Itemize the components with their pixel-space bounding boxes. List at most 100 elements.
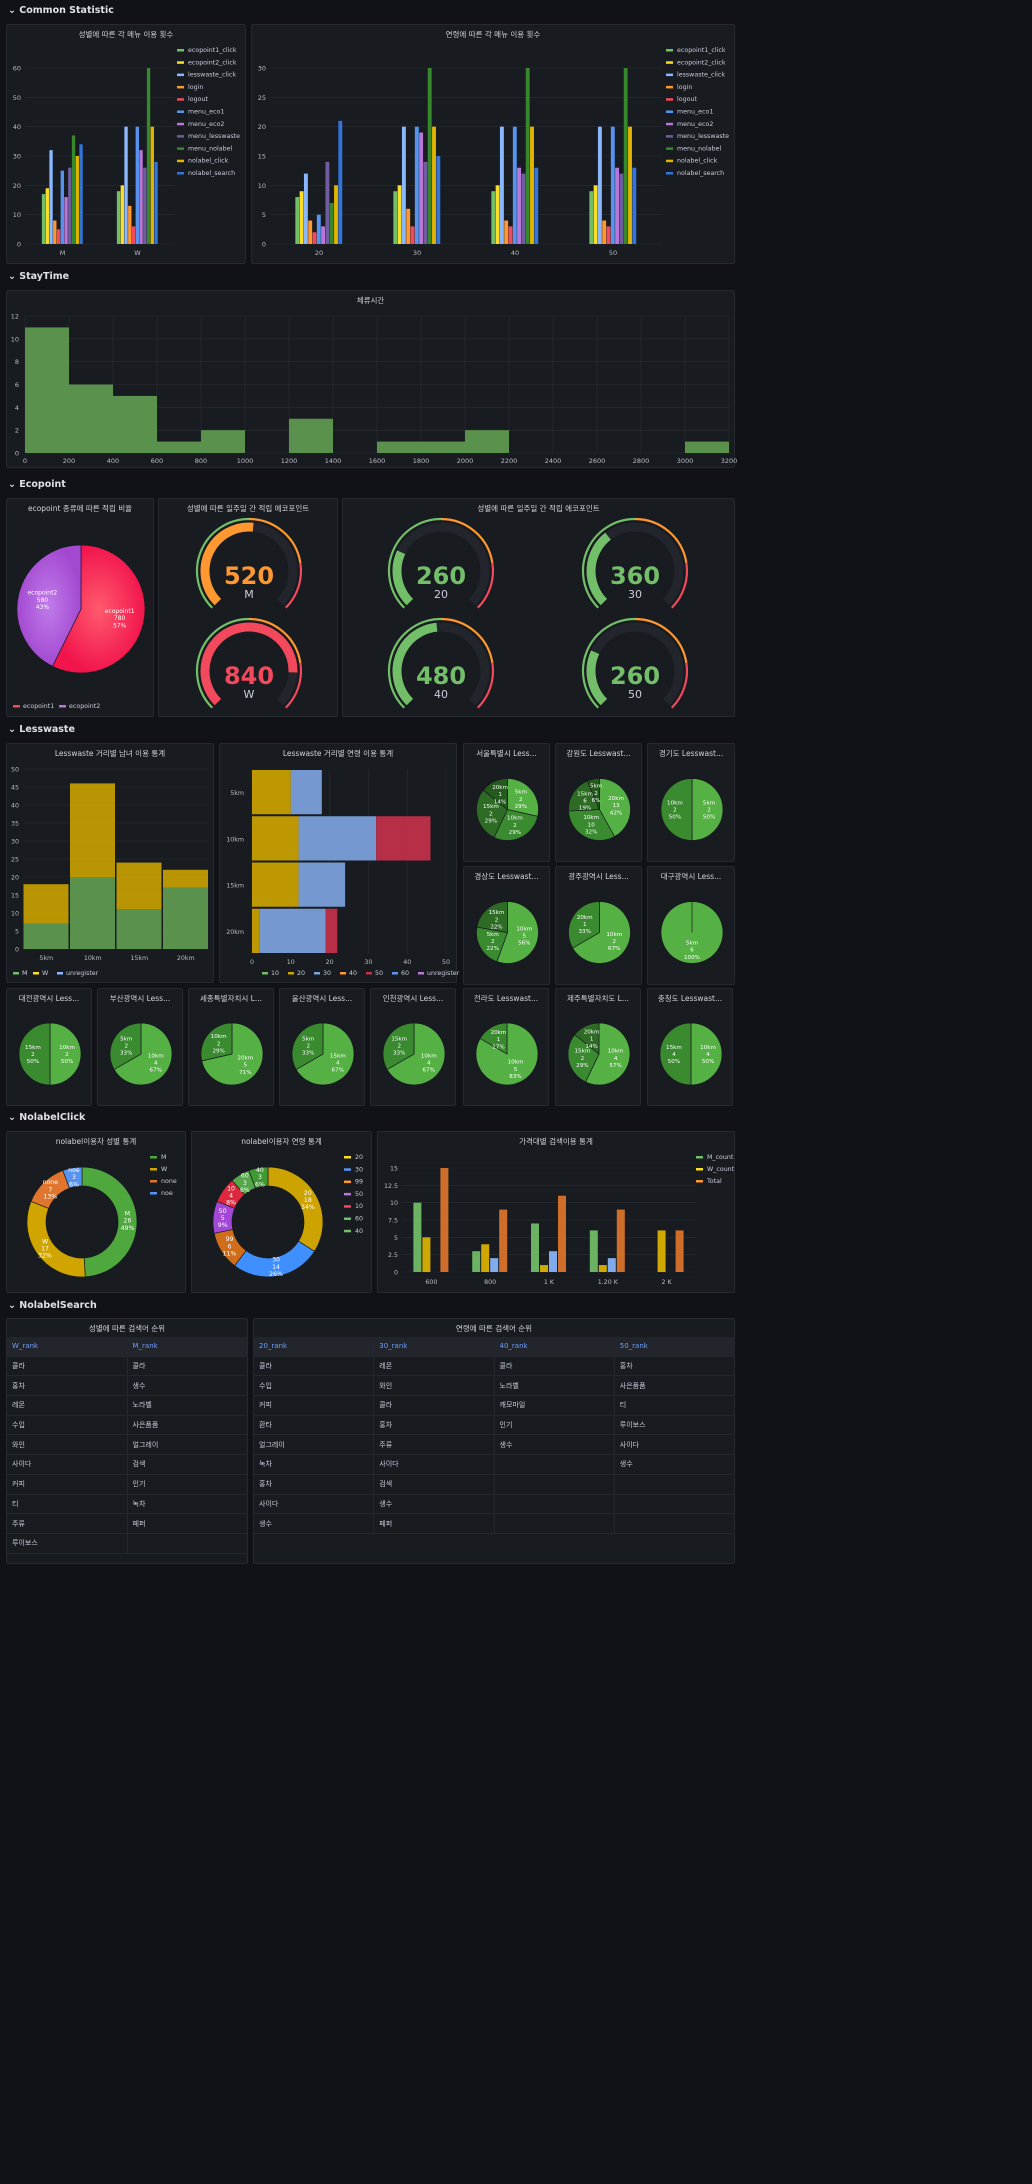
table-cell: 사은품품 [132,1421,159,1430]
row-less[interactable]: ⌄ Lesswaste [8,724,75,735]
pie-slice [49,1022,82,1086]
panel-nl-price: 가격대별 검색이용 통계 0 2.5 5 7.5 10 12.5 15 600 800 1 K 1.… [377,1131,735,1293]
x-tick-label: M [60,249,66,257]
y-tick-label: 2.5 [388,1252,398,1259]
panel-lw-region: 경기도 Lesswast... 5km 2 50% 10km 2 50% [647,743,735,862]
pie-slice [62,1166,83,1189]
pie-slice [568,901,600,949]
legend-label: Total [706,1178,722,1185]
table-cell [495,1474,615,1494]
pie-label: 580 [37,597,49,604]
y-tick-label: 10 [11,911,19,918]
legend-label: 10 [355,1203,363,1210]
legend-swatch [150,1168,157,1171]
row-search[interactable]: ⌄ NolabelSearch [8,1300,97,1311]
row-eco[interactable]: ⌄ Ecopoint [8,479,66,490]
legend-swatch [177,98,184,101]
legend-swatch [344,1192,351,1196]
column-header[interactable]: 30_rank [374,1337,495,1356]
pie-slice [659,1022,692,1086]
bar-ecopoint2_click [397,185,402,244]
pie-slice [382,1022,415,1070]
pie-label: 33% [393,1051,405,1057]
bar-login [602,220,607,244]
pie-slice [496,901,539,964]
x-tick-label: 50 [609,249,617,257]
y-tick-label: 15 [11,893,19,900]
legend-label: lesswaste_click [188,72,236,79]
pie-slice [26,1200,86,1278]
panel-lw-region: 세종특별자치시 L... 20km 5 71% 10km 2 29% [188,988,274,1106]
histogram-bar [201,430,245,453]
pie-label: 1 [590,1037,594,1043]
table-cell: 와인 [374,1376,495,1396]
bar-logout [56,229,61,244]
pie-label: 1 [583,922,587,928]
y-tick-label: 20 [258,123,266,131]
pie-label: 10km [507,816,523,822]
threshold-green [387,517,442,609]
pie-slice [476,789,508,838]
pie-label: 11% [223,1250,237,1257]
pie-label: 20km [584,1029,600,1035]
pie-label: 40 [256,1167,264,1174]
table-cell: 커피 [254,1396,375,1415]
pie-label: none [43,1179,59,1186]
column-header[interactable]: 40_rank [495,1337,615,1356]
row-nolabel[interactable]: ⌄ NolabelClick [8,1112,86,1123]
panel-search-gender: 성별에 따른 검색어 순위 W_rank M_rank 콜라 콜라 홍차 생수 레몬 노라벨 수… [6,1318,248,1564]
legend-swatch [666,85,673,89]
legend-swatch [392,972,398,975]
bar-login [53,220,57,244]
x-tick-label: 800 [484,1279,496,1286]
legend-swatch [344,1180,351,1184]
panel-lw-region: 충청도 Lesswast... 10km 4 50% 15km 4 50% [647,988,733,1106]
y-tick-label: 35 [11,821,19,828]
threshold-orange [440,617,494,664]
pie-label: 33% [579,929,591,935]
column-header[interactable]: W_rank [7,1337,128,1356]
pie-label: 50% [702,1059,714,1065]
table-cell: 검색 [374,1474,495,1494]
bar-menu_lesswaste [423,161,428,244]
row-stay[interactable]: ⌄ StayTime [8,271,70,282]
row-title: NolabelClick [19,1112,86,1123]
table-cell: 캐모마일 [495,1396,615,1415]
table-cell: 수입 [254,1376,375,1396]
threshold-red [476,562,495,609]
y-tick-label: 12 [11,313,19,321]
bar-menu_eco2 [64,197,68,244]
pie-label: 6% [592,798,601,804]
pie-label: 5km [703,800,715,806]
pie-label: 1 [498,792,502,798]
bar-menu_eco1 [135,126,139,244]
pie-slice [585,1022,631,1086]
pie-label: 15km [483,804,499,810]
chart-stay: 0 2 4 6 8 10 12 0 200 400 600 800 1000 1200 1400 1600 18… [11,313,738,466]
pie-label: 5km [487,932,499,938]
bar-W_count [422,1237,431,1272]
table-row: 사이다 검색 [7,1455,247,1475]
bar-W [70,783,115,877]
x-tick-label: 1800 [413,457,430,465]
table-row: 생수 페퍼 [254,1514,734,1534]
row-common[interactable]: ⌄ Common Statistic [8,5,114,16]
column-header[interactable]: 50_rank [619,1342,648,1351]
pie-label: 2 [612,939,616,945]
pie-label: 15km [25,1045,41,1051]
bar-menu_eco1 [512,126,517,244]
legend-swatch [344,1229,351,1233]
panel-eco-gender: 성별에 따른 일주일 간 적립 에코포인트 520 M 840 W [158,498,338,717]
column-header[interactable]: 20_rank [254,1337,375,1356]
legend-label: 50 [355,1191,363,1198]
bar-lesswaste_click [124,126,128,244]
legend-label: 99 [355,1179,363,1186]
table-cell: 인기 [132,1480,146,1489]
panel-nl-gender: nolabel이용자 성별 통계 M 26 49% W 17 32% none 7 13% noe… [6,1131,186,1293]
pie-label: 10km [583,815,599,821]
legend-label: menu_eco2 [677,121,713,128]
legend-swatch [344,1205,351,1208]
column-header[interactable]: M_rank [132,1342,158,1351]
